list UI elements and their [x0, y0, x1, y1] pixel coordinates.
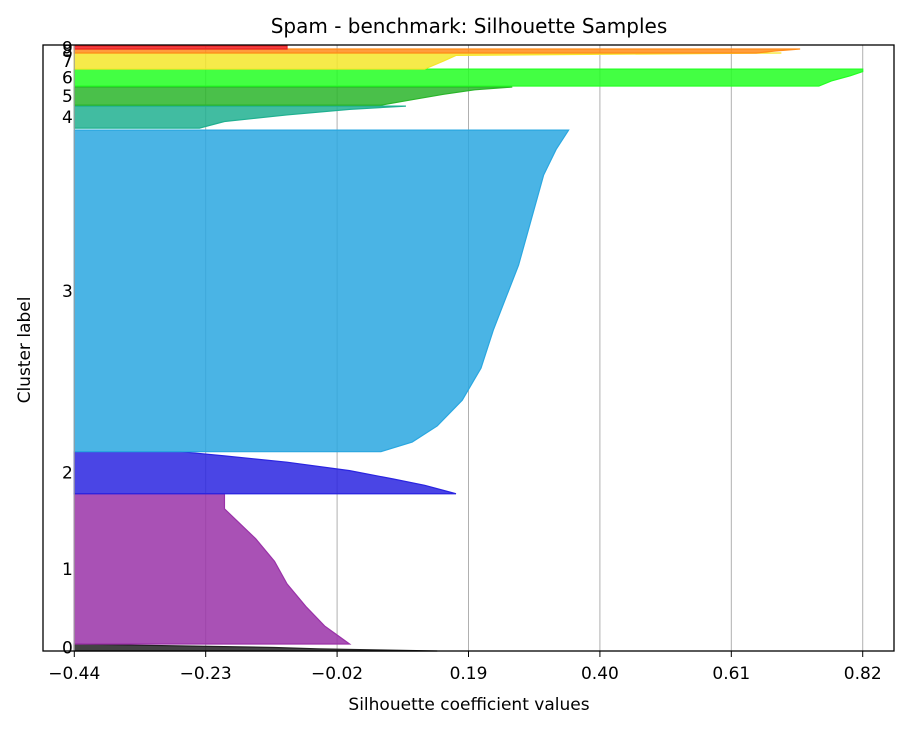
x-tick-label: 0.82: [844, 664, 882, 684]
cluster-label-3: 3: [62, 282, 73, 302]
x-tick-label: 0.19: [450, 664, 488, 684]
cluster-area-1: [73, 493, 352, 645]
cluster-area-9: [73, 45, 288, 50]
cluster-label-5: 5: [62, 87, 73, 107]
x-tick-label: −0.23: [180, 664, 232, 684]
cluster-areas: [73, 45, 864, 652]
cluster-label-8: 8: [62, 42, 73, 62]
x-tick-label: 0.61: [712, 664, 750, 684]
cluster-area-3: [73, 129, 570, 453]
cluster-area-2: [73, 451, 457, 495]
cluster-label-4: 4: [62, 108, 73, 128]
x-axis-label: Silhouette coefficient values: [348, 695, 589, 715]
cluster-label-9: 9: [62, 39, 73, 59]
x-tick-label: −0.02: [311, 664, 363, 684]
cluster-area-7: [73, 52, 782, 70]
x-tick-label: −0.44: [48, 664, 100, 684]
y-axis-label: Cluster label: [15, 297, 35, 404]
cluster-label-0: 0: [62, 638, 73, 658]
cluster-label-7: 7: [62, 52, 73, 72]
cluster-label-1: 1: [62, 560, 73, 580]
cluster-area-4: [73, 105, 406, 129]
cluster-area-6: [73, 68, 864, 87]
x-tick-label: 0.40: [581, 664, 619, 684]
chart-title: Spam - benchmark: Silhouette Samples: [271, 14, 668, 38]
cluster-label-2: 2: [62, 464, 73, 484]
cluster-area-8: [73, 48, 801, 54]
cluster-area-5: [73, 86, 513, 106]
x-ticks: −0.44 −0.23 −0.02 0.19 0.40 0.61 0.82: [48, 651, 882, 684]
cluster-area-0: [73, 643, 438, 652]
cluster-label-6: 6: [62, 69, 73, 89]
plot-frame: [42, 44, 895, 652]
